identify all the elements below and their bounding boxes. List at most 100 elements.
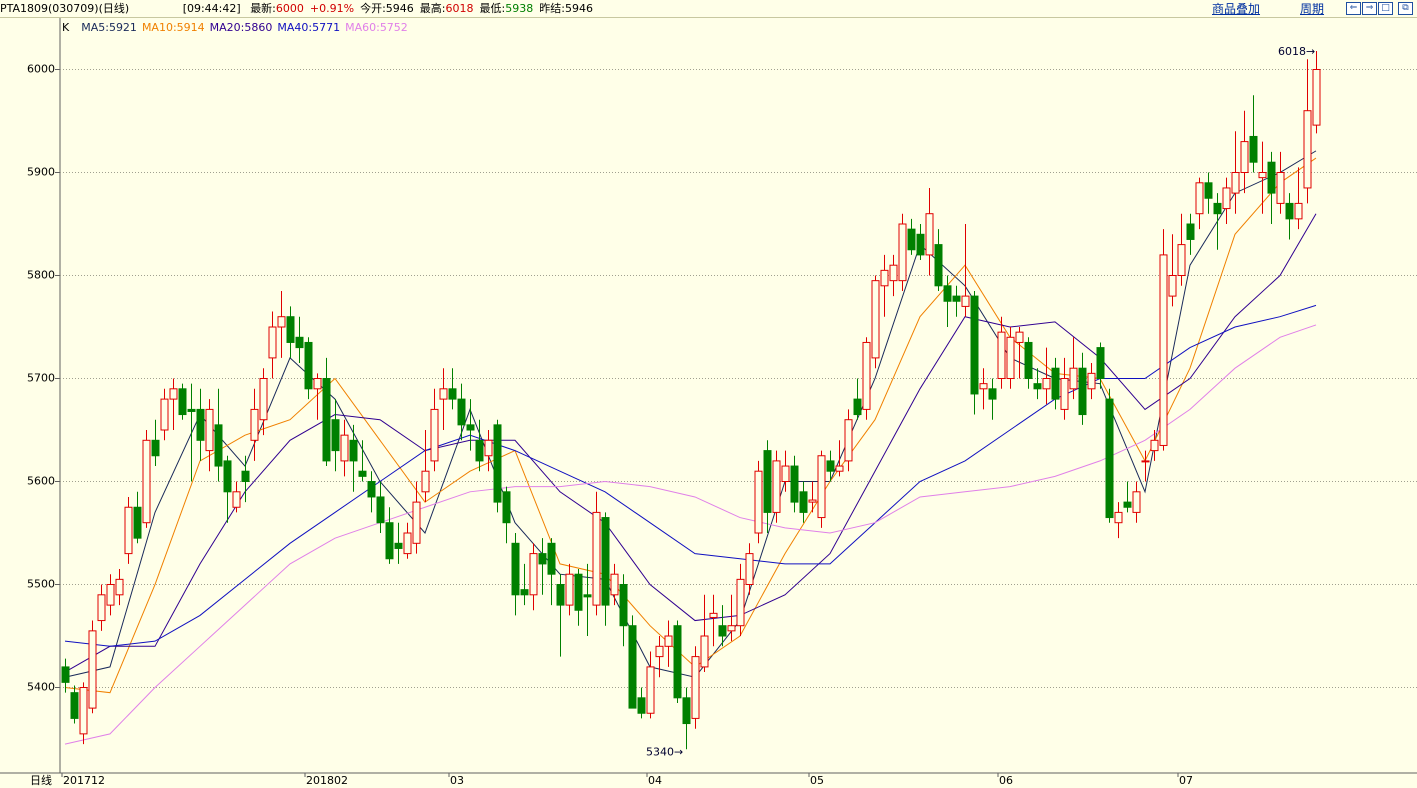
candle-body [1312, 69, 1321, 126]
scroll-right-icon[interactable]: ⇒ [1362, 2, 1377, 15]
candle-body [1069, 367, 1078, 390]
candle-body [1186, 223, 1195, 240]
candle-body [511, 542, 520, 596]
x-tick-label: 06 [999, 774, 1013, 787]
candle-body [268, 326, 277, 359]
candle-body [988, 388, 997, 400]
candle-body [115, 578, 124, 596]
candle-body [376, 496, 385, 524]
candle-body [430, 408, 439, 462]
candle-body [70, 692, 79, 719]
candle-body [871, 280, 880, 359]
quote-label: 最新: [250, 2, 276, 15]
candle-body [970, 295, 979, 395]
candle-body [1060, 378, 1069, 410]
candle-body [1240, 141, 1249, 174]
candle-body [808, 499, 817, 503]
candle-body [1222, 187, 1231, 210]
candle-body [997, 331, 1006, 380]
candle-body [259, 378, 268, 421]
candle-body [475, 439, 484, 462]
zoom-icon[interactable]: □ [1378, 2, 1393, 15]
candle-body [529, 553, 538, 596]
k-label: K [62, 21, 70, 34]
title: PTA1809(030709)(日线) [0, 2, 130, 15]
quote: 最低:5938 [480, 2, 534, 15]
low-arrow: → [674, 745, 683, 758]
quote-value: 6018 [445, 2, 474, 15]
candle-body [223, 460, 232, 493]
candle-body [1276, 172, 1285, 204]
quote: 最高:6018 [420, 2, 474, 15]
legend-entry: MA40:5771 [277, 21, 341, 34]
quote-value: 5938 [505, 2, 534, 15]
candle-body [790, 465, 799, 503]
candle-body [1195, 182, 1204, 215]
candle-body [826, 460, 835, 472]
candle-body [439, 388, 448, 400]
scroll-left-icon[interactable]: ⇐ [1346, 2, 1361, 15]
candle-body [160, 398, 169, 431]
restore-icon[interactable]: ⧉ [1398, 2, 1413, 15]
candle-body [1033, 383, 1042, 390]
overlay-button[interactable]: 商品叠加 [1212, 2, 1261, 16]
quote: 最新:6000 [250, 2, 304, 15]
candle-body [79, 687, 88, 735]
candle-body [151, 439, 160, 457]
candle-body [457, 398, 466, 426]
candle-body [745, 553, 754, 586]
x-tick-label: 05 [810, 774, 824, 787]
candle-body [1096, 347, 1105, 380]
ma-line [64, 213, 1317, 673]
candle-body [592, 511, 601, 606]
quotes: 最新:6000 +0.91% 今开:5946 最高:6018 最低:5938 昨结:594… [250, 2, 599, 15]
y-tick-label: 5500 [27, 578, 55, 591]
quote: 今开:5946 [360, 2, 414, 15]
candle-body [1105, 398, 1114, 519]
candle-body [835, 465, 844, 472]
candle-body [853, 398, 862, 416]
candle-body [772, 460, 781, 513]
candle-body [1267, 161, 1276, 194]
candle-body [700, 635, 709, 668]
candle-body [664, 635, 673, 647]
quote-value: 6000 [275, 2, 304, 15]
candle-body [142, 439, 151, 524]
candle-body [358, 470, 367, 477]
candle-body [574, 573, 583, 611]
candle-body [1078, 367, 1087, 416]
candle-body [889, 264, 898, 282]
candle-body [133, 506, 142, 539]
candle-body [322, 378, 331, 462]
quote-label: 最低: [479, 2, 506, 15]
candle-body [277, 316, 286, 328]
candle-body [196, 408, 205, 441]
candle-body [340, 434, 349, 462]
candle-body [961, 295, 970, 307]
y-tick-label: 6000 [27, 63, 55, 76]
legend-entry: MA10:5914 [141, 21, 205, 34]
candle-body [1294, 202, 1303, 220]
candle-body [682, 697, 691, 725]
candle-body [250, 408, 259, 441]
candle-body [1285, 202, 1294, 220]
candle-body [1213, 202, 1222, 215]
period-button[interactable]: 周期 [1300, 2, 1325, 16]
candle-body [817, 455, 826, 519]
candle-body [952, 295, 961, 302]
candle-body [286, 316, 295, 343]
candle-body [1132, 491, 1141, 513]
candle-body [1015, 331, 1024, 343]
candle-body [799, 491, 808, 513]
candle-body [1168, 275, 1177, 297]
candle-body [1114, 511, 1123, 524]
candle-body [1303, 110, 1312, 189]
y-tick-label: 5400 [27, 681, 55, 694]
candle-body [655, 645, 664, 658]
candle-body [466, 424, 475, 431]
candle-body [484, 439, 493, 457]
quote-label: 今开: [360, 2, 386, 15]
candle-body [61, 666, 70, 683]
ma-line [64, 304, 1317, 647]
